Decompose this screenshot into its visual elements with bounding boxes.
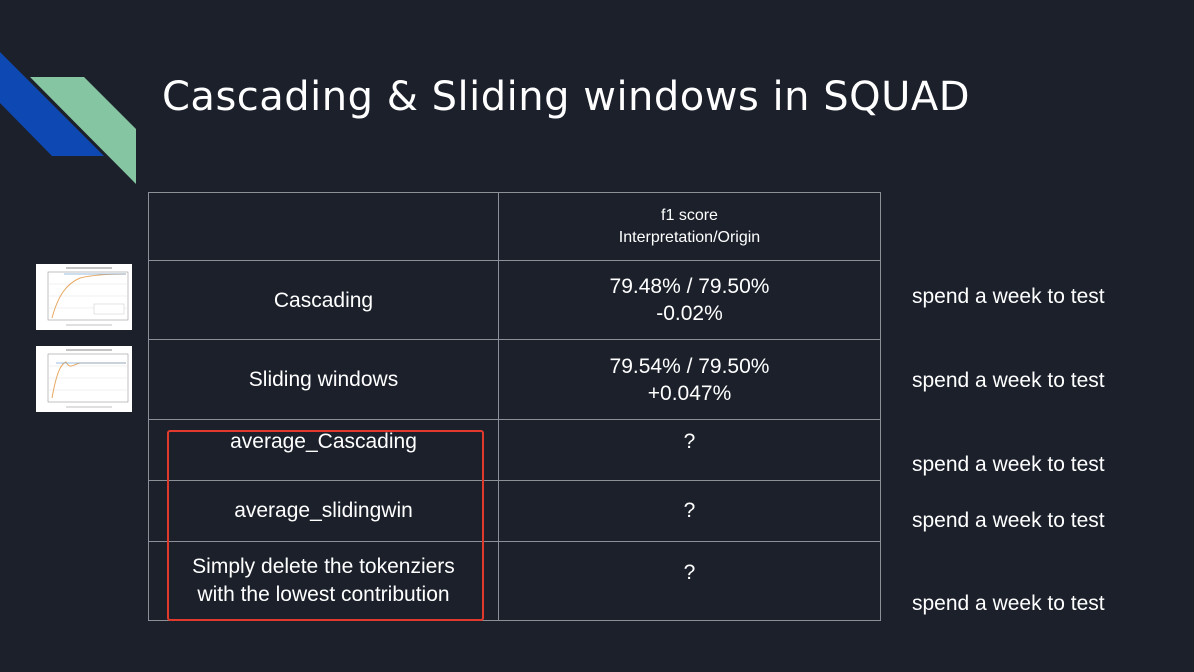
note-delete-tokenizers: spend a week to test bbox=[912, 592, 1105, 615]
note-average-cascading: spend a week to test bbox=[912, 453, 1105, 476]
cascading-chart-thumbnail bbox=[36, 264, 132, 330]
score-cell: ? bbox=[683, 430, 696, 453]
score-line-1: 79.48% / 79.50% bbox=[609, 275, 770, 298]
thumbnail-chart bbox=[47, 349, 129, 408]
table-row: average_Cascading ? bbox=[148, 419, 881, 481]
score-cell: 79.48% / 79.50% -0.02% bbox=[498, 260, 881, 340]
score-cell: ? bbox=[683, 561, 696, 584]
header-f1-score: f1 score Interpretation/Origin bbox=[498, 192, 881, 261]
note-average-slidingwin: spend a week to test bbox=[912, 509, 1105, 532]
score-line-2: -0.02% bbox=[656, 302, 723, 325]
method-line-2: with the lowest contribution bbox=[197, 583, 450, 606]
sliding-windows-chart-thumbnail bbox=[36, 346, 132, 412]
note-sliding-windows: spend a week to test bbox=[912, 369, 1105, 392]
method-cell: average_slidingwin bbox=[148, 480, 499, 542]
blue-stripe bbox=[0, 52, 104, 156]
table-row: Cascading 79.48% / 79.50% -0.02% bbox=[148, 260, 881, 340]
table-row: Simply delete the tokenziers with the lo… bbox=[148, 541, 881, 621]
highlight-box bbox=[167, 430, 484, 621]
corner-decoration bbox=[0, 52, 136, 184]
method-cell: average_Cascading bbox=[230, 430, 417, 453]
method-cell: Simply delete the tokenziers with the lo… bbox=[148, 541, 499, 621]
score-line-1: 79.54% / 79.50% bbox=[609, 354, 770, 378]
table-row: average_slidingwin ? bbox=[148, 480, 881, 542]
slide-title: Cascading & Sliding windows in SQUAD bbox=[162, 74, 971, 120]
score-cell: 79.54% / 79.50% +0.047% bbox=[498, 339, 881, 420]
green-stripe bbox=[30, 77, 136, 184]
score-line-2: +0.047% bbox=[647, 381, 732, 405]
thumbnail-chart bbox=[47, 267, 129, 326]
method-line-1: Simply delete the tokenziers bbox=[192, 555, 455, 578]
results-table: f1 score Interpretation/Origin Cascading… bbox=[148, 192, 881, 621]
header-line-1: f1 score bbox=[661, 206, 718, 224]
table-header-row: f1 score Interpretation/Origin bbox=[148, 192, 881, 261]
score-cell: ? bbox=[498, 480, 881, 542]
header-empty-cell bbox=[148, 192, 499, 261]
header-line-2: Interpretation/Origin bbox=[618, 228, 761, 246]
table-row: Sliding windows 79.54% / 79.50% +0.047% bbox=[148, 339, 881, 420]
method-cell: Cascading bbox=[148, 260, 499, 340]
method-cell: Sliding windows bbox=[148, 339, 499, 420]
note-cascading: spend a week to test bbox=[912, 285, 1105, 308]
